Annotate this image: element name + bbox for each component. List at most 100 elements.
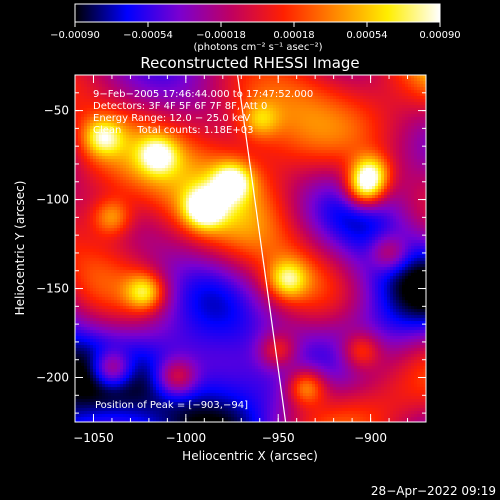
heatmap-cell — [90, 174, 94, 178]
heatmap-cell — [111, 258, 115, 262]
heatmap-cell — [75, 390, 79, 394]
heatmap-cell — [90, 318, 94, 322]
heatmap-cell — [99, 342, 103, 346]
heatmap-cell — [153, 222, 157, 226]
heatmap-cell — [117, 201, 121, 205]
heatmap-cell — [195, 252, 199, 256]
heatmap-cell — [168, 90, 172, 94]
heatmap-cell — [177, 246, 181, 250]
heatmap-cell — [87, 249, 91, 253]
heatmap-cell — [144, 135, 148, 139]
heatmap-cell — [141, 168, 145, 172]
heatmap-cell — [147, 234, 151, 238]
heatmap-cell — [195, 240, 199, 244]
heatmap-cell — [126, 261, 130, 265]
heatmap-cell — [78, 267, 82, 271]
heatmap-cell — [93, 258, 97, 262]
heatmap-cell — [129, 378, 133, 382]
heatmap-cell — [114, 273, 118, 277]
colorbar-tick-label: 0.00018 — [273, 30, 314, 41]
heatmap-cell — [180, 153, 184, 157]
heatmap-cell — [111, 192, 115, 196]
heatmap-cell — [201, 174, 205, 178]
heatmap-cell — [87, 372, 91, 376]
heatmap-cell — [144, 357, 148, 361]
heatmap-cell — [87, 264, 91, 268]
heatmap-cell — [141, 252, 145, 256]
heatmap-cell — [189, 141, 193, 145]
heatmap-cell — [153, 408, 157, 412]
heatmap-cell — [147, 87, 151, 91]
heatmap-cell — [177, 78, 181, 82]
heatmap-cell — [126, 252, 130, 256]
heatmap-cell — [108, 219, 112, 223]
heatmap-cell — [84, 336, 88, 340]
heatmap-cell — [108, 276, 112, 280]
heatmap-cell — [120, 111, 124, 115]
heatmap-cell — [195, 159, 199, 163]
heatmap-cell — [150, 270, 154, 274]
heatmap-cell — [123, 222, 127, 226]
heatmap-cell — [165, 372, 169, 376]
heatmap-cell — [87, 210, 91, 214]
heatmap-cell — [144, 207, 148, 211]
heatmap-cell — [153, 300, 157, 304]
heatmap-cell — [198, 210, 202, 214]
colorbar-tick-label: 0.00090 — [419, 30, 460, 41]
heatmap-cell — [138, 78, 142, 82]
heatmap-cell — [156, 405, 160, 409]
heatmap-cell — [159, 192, 163, 196]
heatmap-cell — [198, 78, 202, 82]
heatmap-cell — [129, 207, 133, 211]
heatmap-cell — [93, 324, 97, 328]
heatmap-cell — [96, 117, 100, 121]
heatmap-cell — [114, 270, 118, 274]
heatmap-cell — [189, 192, 193, 196]
heatmap-cell — [189, 396, 193, 400]
heatmap-cell — [183, 207, 187, 211]
heatmap-cell — [114, 159, 118, 163]
heatmap-cell — [189, 336, 193, 340]
heatmap-cell — [177, 252, 181, 256]
heatmap-cell — [174, 99, 178, 103]
heatmap-cell — [168, 237, 172, 241]
heatmap-cell — [117, 255, 121, 259]
heatmap-cell — [126, 309, 130, 313]
heatmap-cell — [114, 258, 118, 262]
heatmap-cell — [105, 387, 109, 391]
heatmap-cell — [108, 126, 112, 130]
heatmap-cell — [90, 420, 94, 422]
heatmap-cell — [147, 132, 151, 136]
heatmap-cell — [96, 312, 100, 316]
heatmap-cell — [120, 162, 124, 166]
heatmap-cell — [102, 111, 106, 115]
heatmap-cell — [156, 396, 160, 400]
heatmap-cell — [183, 252, 187, 256]
heatmap-cell — [183, 258, 187, 262]
heatmap-cell — [78, 417, 82, 421]
heatmap-cell — [150, 252, 154, 256]
heatmap-cell — [102, 267, 106, 271]
heatmap-cell — [186, 279, 190, 283]
heatmap-cell — [93, 396, 97, 400]
heatmap-cell — [108, 198, 112, 202]
heatmap-cell — [114, 84, 118, 88]
heatmap-cell — [138, 186, 142, 190]
heatmap-cell — [78, 294, 82, 298]
heatmap-cell — [108, 159, 112, 163]
heatmap-cell — [108, 396, 112, 400]
heatmap-cell — [96, 354, 100, 358]
heatmap-cell — [75, 330, 79, 334]
heatmap-cell — [120, 147, 124, 151]
heatmap-cell — [75, 303, 79, 307]
heatmap-cell — [153, 180, 157, 184]
heatmap-cell — [177, 225, 181, 229]
heatmap-cell — [105, 204, 109, 208]
heatmap-cell — [195, 276, 199, 280]
heatmap-cell — [105, 261, 109, 265]
heatmap-cell — [171, 366, 175, 370]
heatmap-cell — [156, 249, 160, 253]
heatmap-cell — [165, 162, 169, 166]
heatmap-cell — [120, 126, 124, 130]
heatmap-cell — [141, 96, 145, 100]
